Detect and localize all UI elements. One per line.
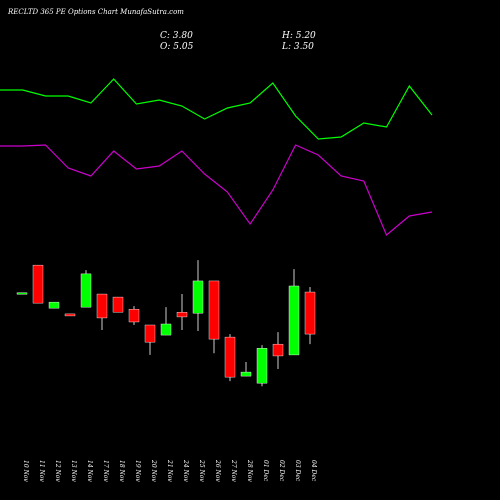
x-tick-label: 18 Nov	[118, 460, 125, 482]
candle-body	[176, 312, 188, 318]
candle-body	[160, 323, 172, 336]
line-series	[0, 144, 433, 236]
line-series	[0, 78, 433, 140]
info-close: C: 3.80	[160, 31, 193, 41]
info-open: O: 5.05	[160, 42, 194, 52]
candle-body	[208, 280, 220, 340]
x-tick-label: 10 Nov	[22, 460, 29, 482]
x-tick-label: 28 Nov	[246, 459, 253, 482]
candle-body	[144, 324, 156, 343]
candle-body	[192, 280, 204, 314]
x-tick-label: 14 Nov	[86, 460, 93, 482]
info-low: L: 3.50	[281, 42, 314, 52]
candle-body	[48, 301, 60, 309]
x-tick-label: 02 Dec	[278, 460, 285, 482]
x-tick-label: 20 Nov	[150, 459, 157, 482]
candle-body	[96, 293, 108, 319]
x-tick-label: 24 Nov	[182, 459, 189, 482]
x-tick-label: 21 Nov	[166, 459, 173, 482]
x-tick-label: 27 Nov	[230, 459, 237, 482]
info-high: H: 5.20	[281, 31, 316, 41]
x-tick-label: 17 Nov	[102, 460, 109, 482]
candle-body	[128, 308, 140, 323]
x-tick-label: 12 Nov	[54, 460, 61, 482]
x-tick-label: 03 Dec	[294, 460, 301, 482]
x-tick-label: 26 Nov	[214, 459, 221, 482]
x-tick-label: 04 Dec	[310, 460, 317, 482]
x-tick-label: 13 Nov	[70, 460, 77, 482]
candle-body	[32, 264, 44, 304]
candle-body	[272, 343, 284, 357]
candle-body	[288, 285, 300, 356]
x-tick-label: 11 Nov	[38, 460, 45, 482]
candle-body	[256, 348, 268, 384]
x-tick-label: 19 Nov	[134, 460, 141, 482]
candle-body	[64, 313, 76, 317]
candle-body	[224, 336, 236, 378]
candle-body	[112, 296, 124, 313]
x-tick-label: 25 Nov	[198, 459, 205, 482]
x-tick-label: 01 Dec	[262, 460, 269, 482]
candle-body	[304, 291, 316, 335]
candle-body	[240, 371, 252, 377]
candle-body	[16, 292, 28, 295]
candle-body	[80, 273, 92, 308]
chart-title: RECLTD 365 PE Options Chart MunafaSutra.…	[7, 8, 184, 16]
